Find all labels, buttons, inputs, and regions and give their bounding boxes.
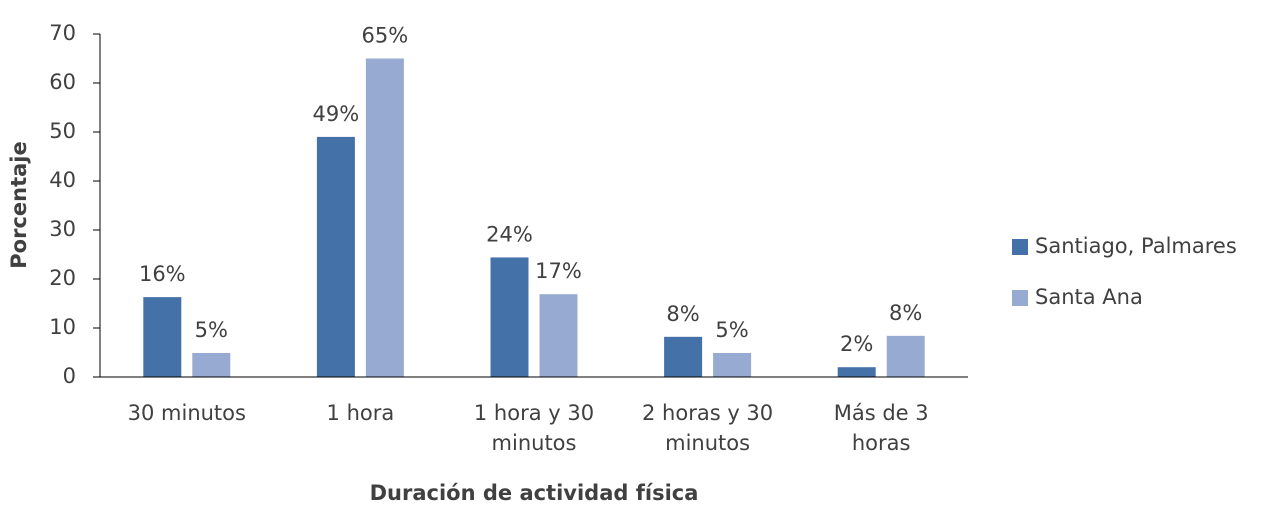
bar	[886, 335, 925, 377]
bar	[837, 367, 876, 377]
bar	[365, 58, 404, 377]
y-tick-label: 50	[49, 119, 76, 143]
y-tick-label: 30	[49, 217, 76, 241]
legend-swatch	[1012, 239, 1028, 255]
value-label: 24%	[486, 222, 533, 246]
x-tick-label: 2 horas y 30 minutos	[642, 401, 774, 455]
legend-label: Santa Ana	[1035, 285, 1143, 309]
bar	[192, 352, 231, 377]
x-tick-label: 30 minutos	[127, 401, 246, 425]
value-label: 5%	[195, 318, 228, 342]
y-tick-label: 10	[49, 315, 76, 339]
y-tick-label: 70	[49, 21, 76, 45]
bar	[539, 294, 578, 377]
bar	[713, 352, 752, 377]
y-tick-label: 40	[49, 168, 76, 192]
x-axis-title: Duración de actividad física	[370, 481, 699, 505]
bar	[664, 336, 703, 377]
legend-swatch	[1012, 290, 1028, 306]
x-tick-label: 1 hora	[326, 401, 395, 425]
legend-label: Santiago, Palmares	[1035, 234, 1237, 258]
value-label: 8%	[666, 302, 699, 326]
x-tick-label: 1 hora y 30 minutos	[473, 401, 595, 455]
value-label: 2%	[840, 332, 873, 356]
y-tick-label: 0	[63, 364, 76, 388]
value-label: 16%	[139, 262, 186, 286]
x-tick-label: Más de 3 horas	[833, 401, 929, 455]
y-tick-label: 20	[49, 266, 76, 290]
y-axis-title: Porcentaje	[7, 141, 31, 268]
value-label: 65%	[362, 24, 409, 48]
bar	[316, 136, 355, 377]
bar	[490, 257, 529, 377]
value-label: 5%	[715, 318, 748, 342]
value-label: 8%	[889, 301, 922, 325]
y-tick-label: 60	[49, 70, 76, 94]
bar	[143, 297, 182, 377]
value-label: 49%	[313, 102, 360, 126]
value-label: 17%	[535, 259, 582, 283]
